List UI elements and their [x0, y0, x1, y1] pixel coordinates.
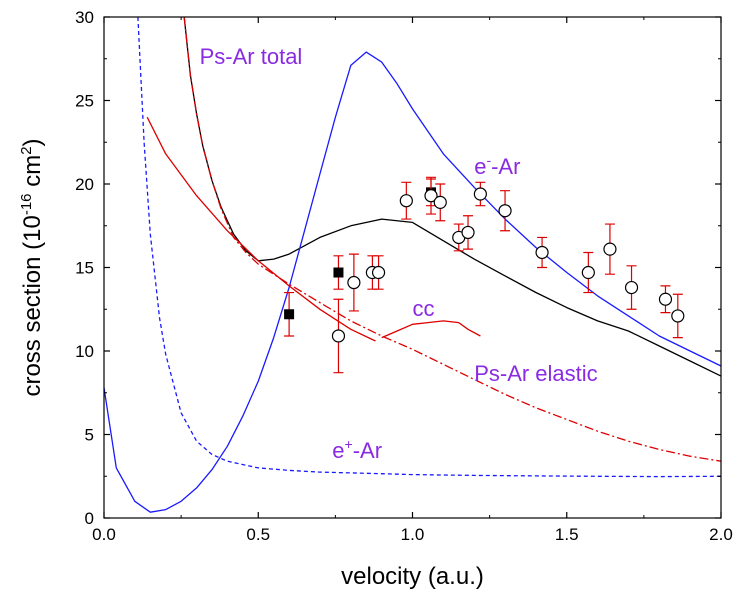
open-circle-marker: [624, 280, 639, 295]
filled-square-marker: [284, 309, 295, 320]
data-point: [399, 181, 413, 220]
y-tick-label: 5: [85, 426, 94, 445]
open-circle-marker: [581, 265, 595, 280]
series-line-extra-2: [146, 116, 376, 342]
data-point: [424, 176, 438, 215]
open-circle-marker: [671, 309, 685, 323]
y-axis-title: cross section (10-16 cm2): [18, 138, 46, 396]
data-point: [603, 223, 617, 275]
x-tick-label: 1.0: [401, 525, 425, 544]
data-point: [347, 253, 361, 312]
data-point: [371, 255, 386, 290]
data-point: [624, 265, 639, 310]
data-points-layer: [284, 176, 685, 374]
annotations-layer: Ps-Ar total e--Ar cc Ps-Ar elastic e+-Ar: [200, 44, 598, 463]
data-point: [433, 183, 447, 222]
open-circle-marker: [473, 187, 487, 201]
series-layer: [104, 17, 721, 513]
annotation-cc: cc: [413, 296, 435, 321]
open-circle-marker: [347, 275, 361, 290]
filled-square-marker: [333, 267, 344, 278]
open-circle-marker: [399, 194, 413, 208]
axis-ticks: 0.0 0.5 1.0 1.5 2.0 0 5 10 15 20 25 30: [75, 8, 733, 544]
open-circle-marker: [461, 225, 475, 240]
x-tick-label: 2.0: [709, 525, 733, 544]
y-tick-label: 25: [75, 92, 94, 111]
series-line-cc: [381, 320, 481, 339]
open-circle-marker: [433, 195, 447, 209]
series-line-e-ar: [104, 51, 721, 513]
x-axis-title: velocity (a.u.): [341, 563, 484, 590]
open-circle-marker: [331, 329, 346, 343]
data-point: [581, 251, 595, 294]
data-point: [333, 255, 344, 290]
x-tick-label: 1.5: [555, 525, 579, 544]
x-tick-label: 0.0: [92, 525, 116, 544]
data-point: [331, 298, 346, 374]
open-circle-marker: [603, 242, 617, 256]
data-point: [284, 291, 295, 337]
data-point: [671, 293, 685, 339]
y-tick-label: 20: [75, 175, 94, 194]
y-tick-label: 0: [85, 509, 94, 528]
annotation-ps-elastic: Ps-Ar elastic: [474, 361, 597, 386]
open-circle-marker: [498, 204, 512, 218]
annotation-e-plus: e+-Ar: [332, 436, 382, 463]
annotation-e-minus: e--Ar: [474, 152, 520, 179]
data-point: [498, 190, 512, 232]
y-tick-label: 10: [75, 342, 94, 361]
x-tick-label: 0.5: [246, 525, 270, 544]
open-circle-marker: [535, 245, 549, 260]
series-line-ps-ar-elastic: [183, 17, 721, 462]
data-point: [535, 236, 549, 269]
y-tick-label: 30: [75, 8, 94, 27]
data-point: [473, 181, 487, 207]
open-circle-marker: [658, 292, 673, 306]
y-tick-label: 15: [75, 259, 94, 278]
data-point: [658, 285, 673, 314]
open-circle-marker: [424, 189, 438, 203]
data-point: [461, 215, 475, 250]
annotation-ps-total: Ps-Ar total: [200, 44, 303, 69]
open-circle-marker: [371, 265, 386, 280]
